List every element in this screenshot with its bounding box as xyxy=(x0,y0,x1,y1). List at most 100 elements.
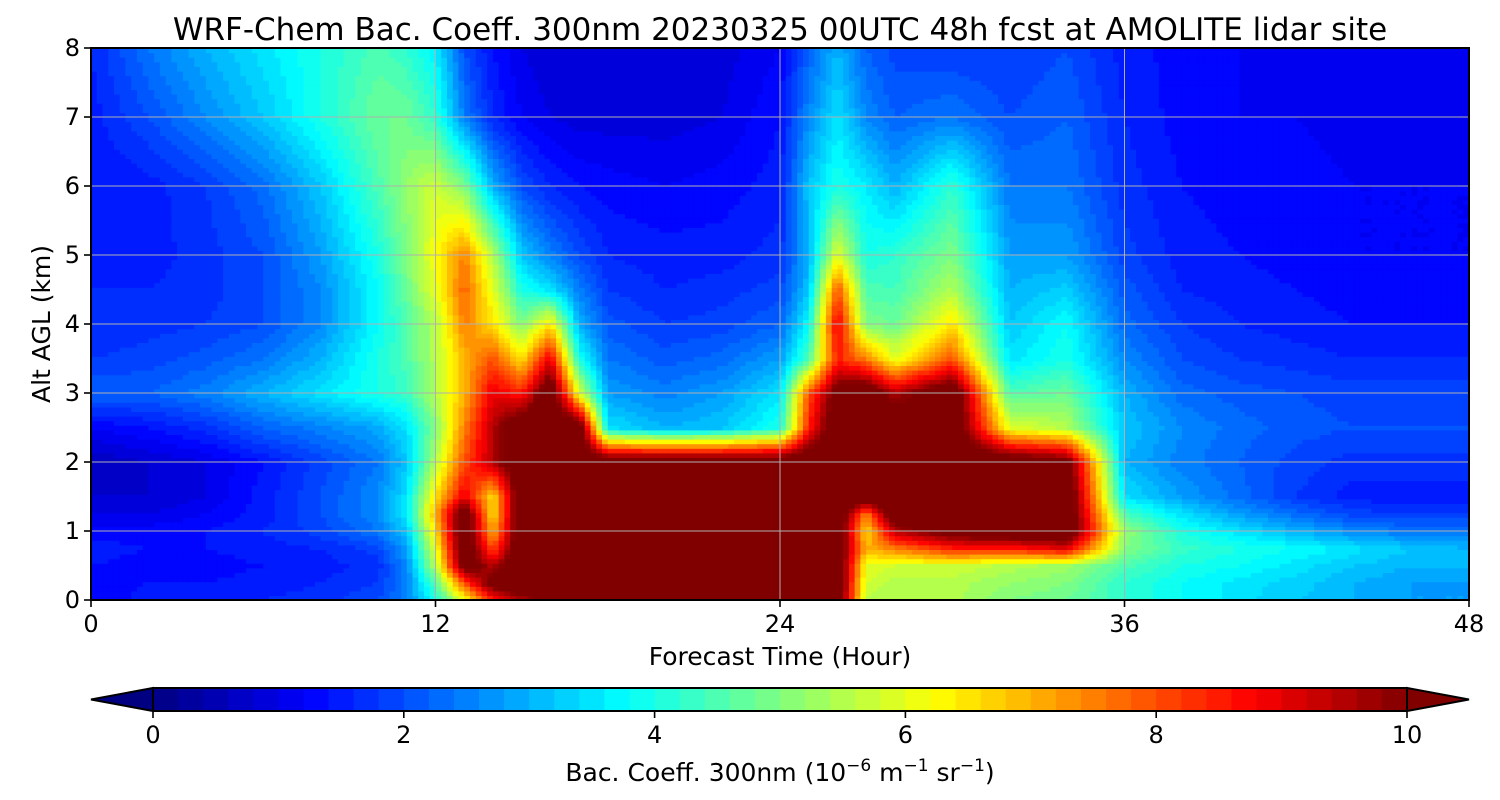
heatmap-cell xyxy=(492,512,500,518)
heatmap-cell xyxy=(1227,549,1235,555)
heatmap-cell xyxy=(165,595,172,600)
heatmap-cell xyxy=(785,590,793,596)
heatmap-cell xyxy=(406,535,414,541)
heatmap-cell xyxy=(688,508,695,514)
heatmap-cell xyxy=(240,526,247,532)
heatmap-cell xyxy=(820,549,827,555)
heatmap-cell xyxy=(188,521,195,527)
heatmap-cell xyxy=(1026,563,1034,569)
heatmap-cell xyxy=(332,581,339,587)
heatmap-cell xyxy=(848,517,856,523)
heatmap-cell xyxy=(808,521,816,527)
heatmap-cell xyxy=(1199,549,1206,555)
heatmap-cell xyxy=(682,508,689,514)
heatmap-cell xyxy=(940,563,948,569)
heatmap-cell xyxy=(998,577,1005,583)
heatmap-cell xyxy=(871,590,879,596)
heatmap-cell xyxy=(946,549,953,555)
heatmap-cell xyxy=(205,512,213,518)
heatmap-cell xyxy=(349,531,356,537)
heatmap-cell xyxy=(1193,590,1200,596)
heatmap-cell xyxy=(1400,572,1407,578)
heatmap-cell xyxy=(1245,595,1252,600)
heatmap-cell xyxy=(246,521,253,527)
heatmap-cell xyxy=(280,567,287,573)
heatmap-cell xyxy=(533,581,540,587)
heatmap-cell xyxy=(980,590,988,596)
heatmap-cell xyxy=(866,558,873,564)
heatmap-cell xyxy=(607,549,615,555)
heatmap-cell xyxy=(969,531,976,537)
heatmap-cell xyxy=(274,508,282,514)
heatmap-cell xyxy=(223,563,230,569)
heatmap-cell xyxy=(257,521,264,527)
heatmap-cell xyxy=(424,572,431,578)
heatmap-cell xyxy=(774,567,781,573)
heatmap-cell xyxy=(1176,508,1183,514)
heatmap-cell xyxy=(274,503,282,509)
heatmap-cell xyxy=(780,563,787,569)
heatmap-cell xyxy=(1021,549,1028,555)
heatmap-cell xyxy=(366,567,373,573)
heatmap-cell xyxy=(791,581,798,587)
heatmap-cell xyxy=(957,581,965,587)
heatmap-cell xyxy=(969,544,976,550)
heatmap-cell xyxy=(1457,521,1464,527)
heatmap-cell xyxy=(791,572,798,578)
heatmap-cell xyxy=(349,544,356,550)
heatmap-cell xyxy=(389,512,396,518)
heatmap-cell xyxy=(728,563,735,569)
heatmap-cell xyxy=(1233,567,1240,573)
heatmap-cell xyxy=(584,586,592,592)
heatmap-cell xyxy=(446,554,454,560)
heatmap-cell xyxy=(866,535,873,541)
heatmap-cell xyxy=(1411,581,1418,587)
heatmap-cell xyxy=(1457,558,1464,564)
heatmap-cell xyxy=(223,521,230,527)
heatmap-cell xyxy=(1331,549,1338,555)
heatmap-cell xyxy=(831,586,839,592)
heatmap-cell xyxy=(854,549,861,555)
heatmap-cell xyxy=(1313,549,1321,555)
heatmap-cell xyxy=(854,503,861,509)
heatmap-cell xyxy=(900,503,907,509)
heatmap-cell xyxy=(1095,572,1103,578)
heatmap-cell xyxy=(1313,521,1321,527)
heatmap-cell xyxy=(1199,595,1206,600)
heatmap-cell xyxy=(1095,531,1103,537)
heatmap-cell xyxy=(1262,572,1269,578)
heatmap-cell xyxy=(469,567,477,573)
heatmap-cell xyxy=(762,540,770,546)
heatmap-cell xyxy=(320,586,328,592)
heatmap-cell xyxy=(1365,535,1372,541)
heatmap-cell xyxy=(1268,577,1275,583)
heatmap-cell xyxy=(1268,586,1275,592)
heatmap-cell xyxy=(268,512,276,518)
heatmap-cell xyxy=(728,503,735,509)
heatmap-cell xyxy=(159,540,167,546)
heatmap-cell xyxy=(843,567,850,573)
heatmap-cell xyxy=(613,554,620,560)
heatmap-cell xyxy=(774,503,781,509)
heatmap-cell xyxy=(102,590,109,596)
heatmap-cell xyxy=(1044,531,1051,537)
heatmap-cell xyxy=(1003,590,1011,596)
heatmap-cell xyxy=(286,531,293,537)
heatmap-cell xyxy=(504,567,511,573)
heatmap-cell xyxy=(360,517,368,523)
heatmap-cell xyxy=(1164,512,1172,518)
heatmap-cell xyxy=(590,558,597,564)
heatmap-cell xyxy=(303,531,310,537)
heatmap-cell xyxy=(1256,577,1263,583)
heatmap-cell xyxy=(1342,526,1350,532)
heatmap-cell xyxy=(567,572,574,578)
heatmap-cell xyxy=(1250,508,1258,514)
heatmap-cell xyxy=(820,517,827,523)
heatmap-cell xyxy=(624,549,632,555)
heatmap-cell xyxy=(1354,508,1361,514)
heatmap-cell xyxy=(1331,595,1338,600)
heatmap-cell xyxy=(1147,567,1154,573)
heatmap-cell xyxy=(579,554,586,560)
heatmap-cell xyxy=(492,586,500,592)
heatmap-cell xyxy=(154,503,161,509)
